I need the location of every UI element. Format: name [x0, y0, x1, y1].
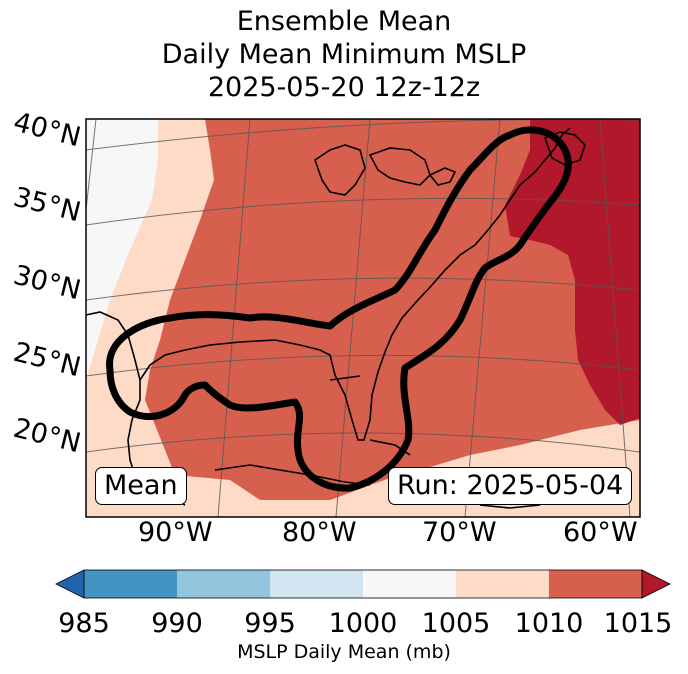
- title-line-2: Daily Mean Minimum MSLP: [161, 39, 527, 70]
- longitude-labels: 90°W 80°W 70°W 60°W: [138, 517, 638, 548]
- lon-label: 80°W: [282, 517, 357, 548]
- lat-label: 35°N: [10, 182, 84, 229]
- colorbar-extend-below: [55, 569, 85, 599]
- map-panel: 40°N 35°N 30°N 25°N 20°N 90°W 80°W 70°W …: [10, 107, 641, 548]
- map-fields: [86, 119, 640, 517]
- colorbar-label: MSLP Daily Mean (mb): [237, 641, 451, 663]
- colorbar-segment-1005-1010: [456, 570, 549, 598]
- colorbar: 985 990 995 1000 1005 1010 1015: [55, 569, 672, 639]
- lat-label: 20°N: [10, 413, 84, 460]
- title-line-3: 2025-05-20 12z-12z: [207, 72, 481, 103]
- latitude-labels: 40°N 35°N 30°N 25°N 20°N: [10, 107, 84, 460]
- colorbar-tick: 1015: [604, 608, 673, 639]
- colorbar-segment-1010-1015: [549, 570, 642, 598]
- colorbar-tick: 985: [58, 608, 110, 639]
- probability-contour: [106, 126, 572, 492]
- lon-label: 70°W: [422, 517, 497, 548]
- colorbar-segment-990-995: [177, 570, 270, 598]
- colorbar-tick: 1000: [329, 608, 398, 639]
- map-frame: [85, 118, 641, 518]
- lat-label: 30°N: [10, 260, 84, 307]
- colorbar-tick: 1005: [422, 608, 491, 639]
- colorbar-extend-above: [641, 569, 671, 599]
- lon-label: 90°W: [138, 517, 213, 548]
- colorbar-segment-1000-1005: [363, 570, 456, 598]
- lat-label: 25°N: [10, 337, 84, 384]
- colorbar-segment-985-990: [84, 570, 177, 598]
- run-label: Run: 2025-05-04: [388, 467, 633, 505]
- colorbar-segment-995-1000: [270, 570, 363, 598]
- colorbar-tick: 1010: [515, 608, 584, 639]
- lat-label: 40°N: [10, 107, 84, 154]
- colorbar-tick: 995: [244, 608, 296, 639]
- colorbar-ticks: 985 990 995 1000 1005 1010 1015: [58, 608, 672, 639]
- colorbar-tick: 990: [151, 608, 203, 639]
- mean-label: Mean: [95, 467, 187, 505]
- lon-label: 60°W: [563, 517, 638, 548]
- title-line-1: Ensemble Mean: [236, 6, 452, 37]
